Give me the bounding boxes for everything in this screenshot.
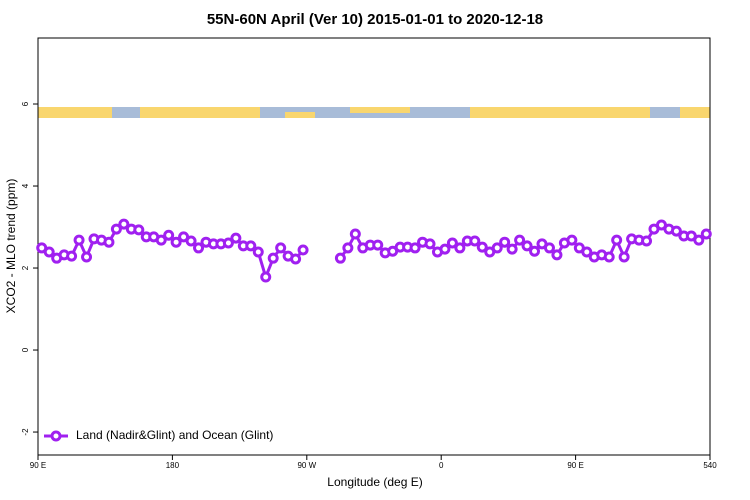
y-tick-label: 6 — [21, 101, 30, 106]
point — [446, 237, 458, 249]
point — [342, 242, 354, 254]
point — [611, 234, 623, 246]
point — [43, 246, 55, 258]
y-tick-label: 2 — [21, 265, 30, 270]
point — [230, 232, 242, 244]
point — [506, 243, 518, 255]
point — [66, 250, 78, 262]
point — [155, 234, 167, 246]
point — [185, 235, 197, 247]
x-tick-label: 90 E — [30, 461, 46, 470]
point — [103, 236, 115, 248]
point — [110, 223, 122, 235]
chart-title: 55N-60N April (Ver 10) 2015-01-01 to 202… — [207, 11, 543, 28]
point — [252, 246, 264, 258]
point — [618, 251, 630, 263]
point — [566, 234, 578, 246]
point — [222, 237, 234, 249]
point — [349, 228, 361, 240]
x-tick-label: 180 — [166, 461, 180, 470]
point — [514, 234, 526, 246]
point — [543, 242, 555, 254]
point — [529, 245, 541, 257]
point — [469, 235, 481, 247]
point — [170, 236, 182, 248]
point — [476, 241, 488, 253]
legend-label: Land (Nadir&Glint) and Ocean (Glint) — [76, 428, 273, 442]
point — [491, 242, 503, 254]
y-tick-label: 4 — [21, 183, 30, 188]
point — [409, 242, 421, 254]
point — [603, 251, 615, 263]
legend-marker — [50, 430, 62, 442]
x-tick-label: 540 — [703, 461, 717, 470]
point — [439, 243, 451, 255]
x-tick-label: 0 — [439, 461, 444, 470]
point — [275, 242, 287, 254]
point — [193, 242, 205, 254]
point — [260, 271, 272, 283]
point — [693, 234, 705, 246]
point — [454, 242, 466, 254]
point — [334, 252, 346, 264]
point — [499, 236, 511, 248]
point — [700, 228, 712, 240]
point — [81, 251, 93, 263]
point — [267, 252, 279, 264]
map-strip — [38, 107, 710, 118]
y-tick-label: 0 — [21, 347, 30, 352]
point — [297, 244, 309, 256]
point — [290, 253, 302, 265]
point — [245, 240, 257, 252]
point — [372, 239, 384, 251]
point — [551, 249, 563, 261]
point — [581, 246, 593, 258]
y-axis-label: XCO2 - MLO trend (ppm) — [4, 179, 18, 314]
point — [641, 235, 653, 247]
point — [163, 229, 175, 241]
point — [118, 218, 130, 230]
point — [670, 225, 682, 237]
point — [521, 240, 533, 252]
x-tick-label: 90 E — [567, 461, 583, 470]
point — [133, 224, 145, 236]
x-axis-label: Longitude (deg E) — [327, 475, 422, 489]
point — [73, 234, 85, 246]
y-tick-label: -2 — [21, 428, 30, 436]
x-tick-label: 90 W — [297, 461, 316, 470]
point — [424, 238, 436, 250]
